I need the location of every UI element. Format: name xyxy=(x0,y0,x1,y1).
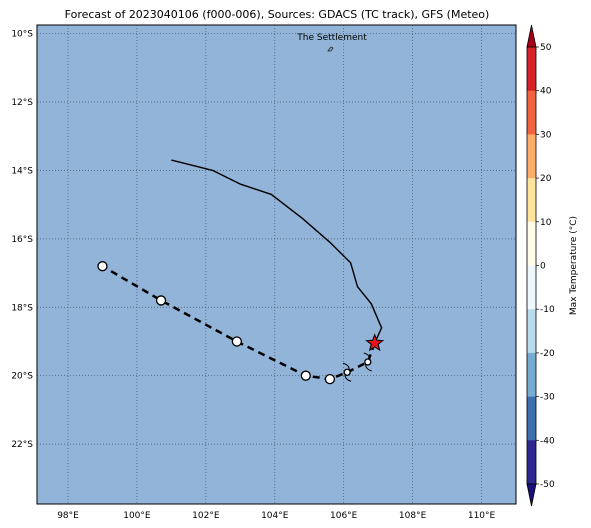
colorbar-tick-label: 40 xyxy=(540,87,552,97)
colorbar-band xyxy=(527,178,536,223)
lon-label: 106°E xyxy=(330,511,358,521)
colorbar-band xyxy=(527,221,536,266)
observed-track-line xyxy=(171,159,383,344)
lat-label: 10°S xyxy=(11,30,33,40)
forecast-point xyxy=(155,295,167,306)
colorbar-tick-label: -50 xyxy=(540,480,555,490)
colorbar-tick-label: 20 xyxy=(540,174,552,184)
map-panel: 10°S 12°S 14°S 16°S 18°S 20°S 22°S 98°E 100°E 10… xyxy=(11,24,517,521)
lat-label: 12°S xyxy=(11,98,33,108)
colorbar-band xyxy=(527,440,536,485)
lon-label: 108°E xyxy=(399,511,427,521)
latitude-labels: 10°S 12°S 14°S 16°S 18°S 20°S 22°S xyxy=(11,30,33,451)
figure-title: Forecast of 2023040106 (f000-006), Sourc… xyxy=(65,8,490,21)
colorbar-band xyxy=(527,265,536,310)
colorbar-label: Max Temperature (°C) xyxy=(569,216,579,315)
colorbar: Max Temperature (°C) 50 40 30 20 10 0 -10 -20 -3… xyxy=(526,24,579,507)
colorbar-tick-label: -30 xyxy=(540,393,555,403)
colorbar-extend-top xyxy=(526,24,537,48)
gridlines xyxy=(37,25,516,504)
lon-label: 104°E xyxy=(261,511,289,521)
colorbar-tick-label: -40 xyxy=(540,436,555,446)
place-label: The Settlement xyxy=(296,33,367,43)
colorbar-tick-label: -10 xyxy=(540,305,555,315)
colorbar-tick-label: 0 xyxy=(540,262,546,272)
place-marker: The Settlement xyxy=(296,33,367,52)
colorbar-band xyxy=(527,309,536,354)
colorbar-tick-label: 50 xyxy=(540,43,552,53)
forecast-point xyxy=(324,373,336,385)
map-frame xyxy=(36,24,517,505)
colorbar-band xyxy=(527,352,536,397)
forecast-track-line xyxy=(101,265,376,381)
colorbar-band xyxy=(527,47,536,91)
lon-label: 98°E xyxy=(57,511,79,521)
forecast-point xyxy=(364,358,372,366)
forecast-point xyxy=(300,370,311,381)
lat-label: 14°S xyxy=(11,166,33,176)
ocean-background xyxy=(37,25,516,504)
lat-label: 20°S xyxy=(11,372,33,382)
longitude-labels: 98°E 100°E 102°E 104°E 106°E 108°E 110°E xyxy=(57,511,495,521)
lon-label: 102°E xyxy=(192,511,220,521)
forecast-point xyxy=(231,336,243,347)
forecast-point xyxy=(343,368,351,376)
colorbar-band xyxy=(527,134,536,179)
forecast-point xyxy=(97,261,108,272)
colorbar-tick-label: -20 xyxy=(540,349,555,359)
colorbar-tick-label: 10 xyxy=(540,218,552,228)
lat-label: 18°S xyxy=(11,303,33,313)
lat-label: 22°S xyxy=(11,440,33,450)
lon-label: 100°E xyxy=(123,511,151,521)
colorbar-extend-bottom xyxy=(526,483,537,507)
colorbar-band xyxy=(527,396,536,441)
current-position-star xyxy=(365,333,385,352)
colorbar-tick-label: 30 xyxy=(540,130,552,140)
island-shape xyxy=(327,46,334,52)
lon-label: 110°E xyxy=(468,511,496,521)
lat-label: 16°S xyxy=(11,235,33,245)
colorbar-band xyxy=(527,90,536,135)
cyclone-tracks xyxy=(97,159,385,385)
